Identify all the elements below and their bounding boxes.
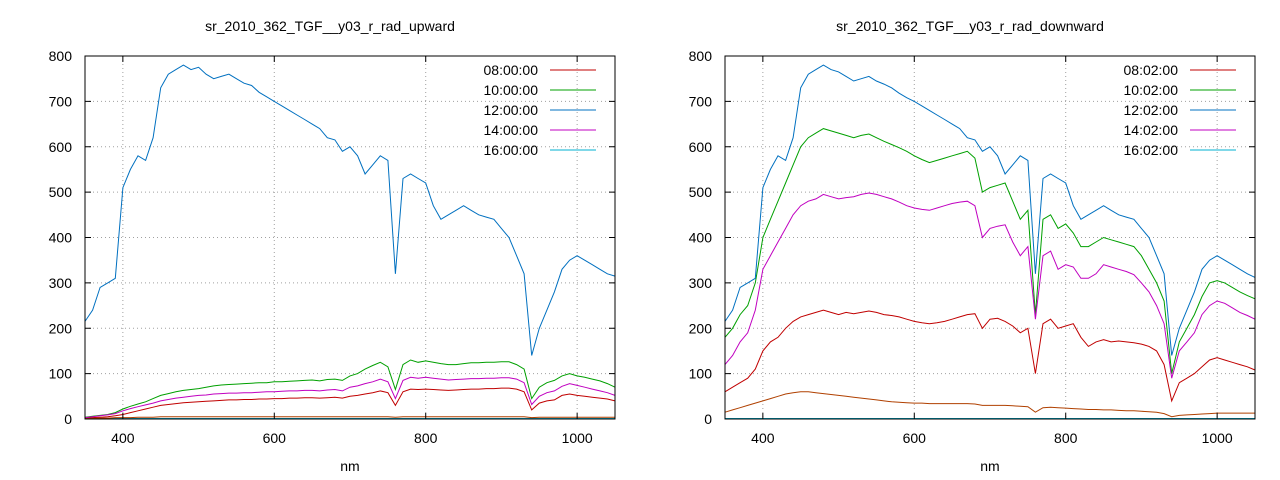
- series-line-2: [724, 64, 1256, 356]
- x-tick-label: 800: [1054, 430, 1078, 446]
- legend-label-3: 14:00:00: [484, 122, 539, 138]
- chart-title: sr_2010_362_TGF__y03_r_rad_downward: [836, 18, 1104, 34]
- series-line-0: [84, 387, 616, 419]
- y-tick-label: 500: [689, 184, 713, 200]
- legend-label-4: 16:00:00: [484, 142, 539, 158]
- x-tick-label: 1000: [562, 430, 593, 446]
- legend-label-4: 16:02:00: [1124, 142, 1179, 158]
- legend-label-2: 12:00:00: [484, 102, 539, 118]
- downward-chart-panel: sr_2010_362_TGF__y03_r_rad_downward 0 100 2…: [640, 0, 1280, 480]
- y-tick-label: 700: [49, 93, 73, 109]
- y-tick-label: 700: [689, 93, 713, 109]
- y-tick-label: 800: [689, 48, 713, 64]
- x-axis-label: nm: [340, 458, 359, 474]
- legend-label-0: 08:00:00: [484, 62, 539, 78]
- legend-label-0: 08:02:00: [1124, 62, 1179, 78]
- series-line-1: [724, 128, 1256, 374]
- y-tick-label: 600: [689, 139, 713, 155]
- legend-label-1: 10:00:00: [484, 82, 539, 98]
- y-tick-label: 500: [49, 184, 73, 200]
- y-tick-label: 200: [689, 320, 713, 336]
- series-line-5: [85, 416, 615, 419]
- y-tick-label: 200: [49, 320, 73, 336]
- x-tick-label: 600: [903, 430, 927, 446]
- y-tick-label: 0: [704, 411, 712, 427]
- series-line-0: [724, 309, 1256, 403]
- x-tick-label: 600: [263, 430, 287, 446]
- legend-label-1: 10:02:00: [1124, 82, 1179, 98]
- y-tick-label: 300: [689, 275, 713, 291]
- y-tick-label: 0: [64, 411, 72, 427]
- x-tick-label: 800: [414, 430, 438, 446]
- y-tick-label: 400: [689, 230, 713, 246]
- series-line-2: [84, 64, 616, 356]
- x-tick-label: 400: [111, 430, 135, 446]
- y-tick-label: 300: [49, 275, 73, 291]
- x-tick-label: 1000: [1202, 430, 1233, 446]
- upward-chart-panel: sr_2010_362_TGF__y03_r_rad_upward 0 100 200…: [49, 18, 616, 474]
- series-line-1: [84, 359, 616, 418]
- y-tick-label: 800: [49, 48, 73, 64]
- legend-label-3: 14:02:00: [1124, 122, 1179, 138]
- series-line-5: [724, 391, 1255, 418]
- x-axis-label: nm: [980, 458, 999, 474]
- series-line-3: [724, 192, 1256, 379]
- chart-title: sr_2010_362_TGF__y03_r_rad_upward: [205, 18, 455, 34]
- y-tick-label: 400: [49, 230, 73, 246]
- upward-chart: sr_2010_362_TGF__y03_r_rad_upward 0 100 200…: [49, 18, 616, 474]
- series-line-3: [84, 376, 616, 419]
- y-tick-label: 100: [49, 366, 73, 382]
- downward-chart: sr_2010_362_TGF__y03_r_rad_downward 0 100 2…: [689, 18, 1256, 474]
- y-tick-label: 600: [49, 139, 73, 155]
- y-tick-label: 100: [689, 366, 713, 382]
- x-tick-label: 400: [751, 430, 775, 446]
- legend-label-2: 12:02:00: [1124, 102, 1179, 118]
